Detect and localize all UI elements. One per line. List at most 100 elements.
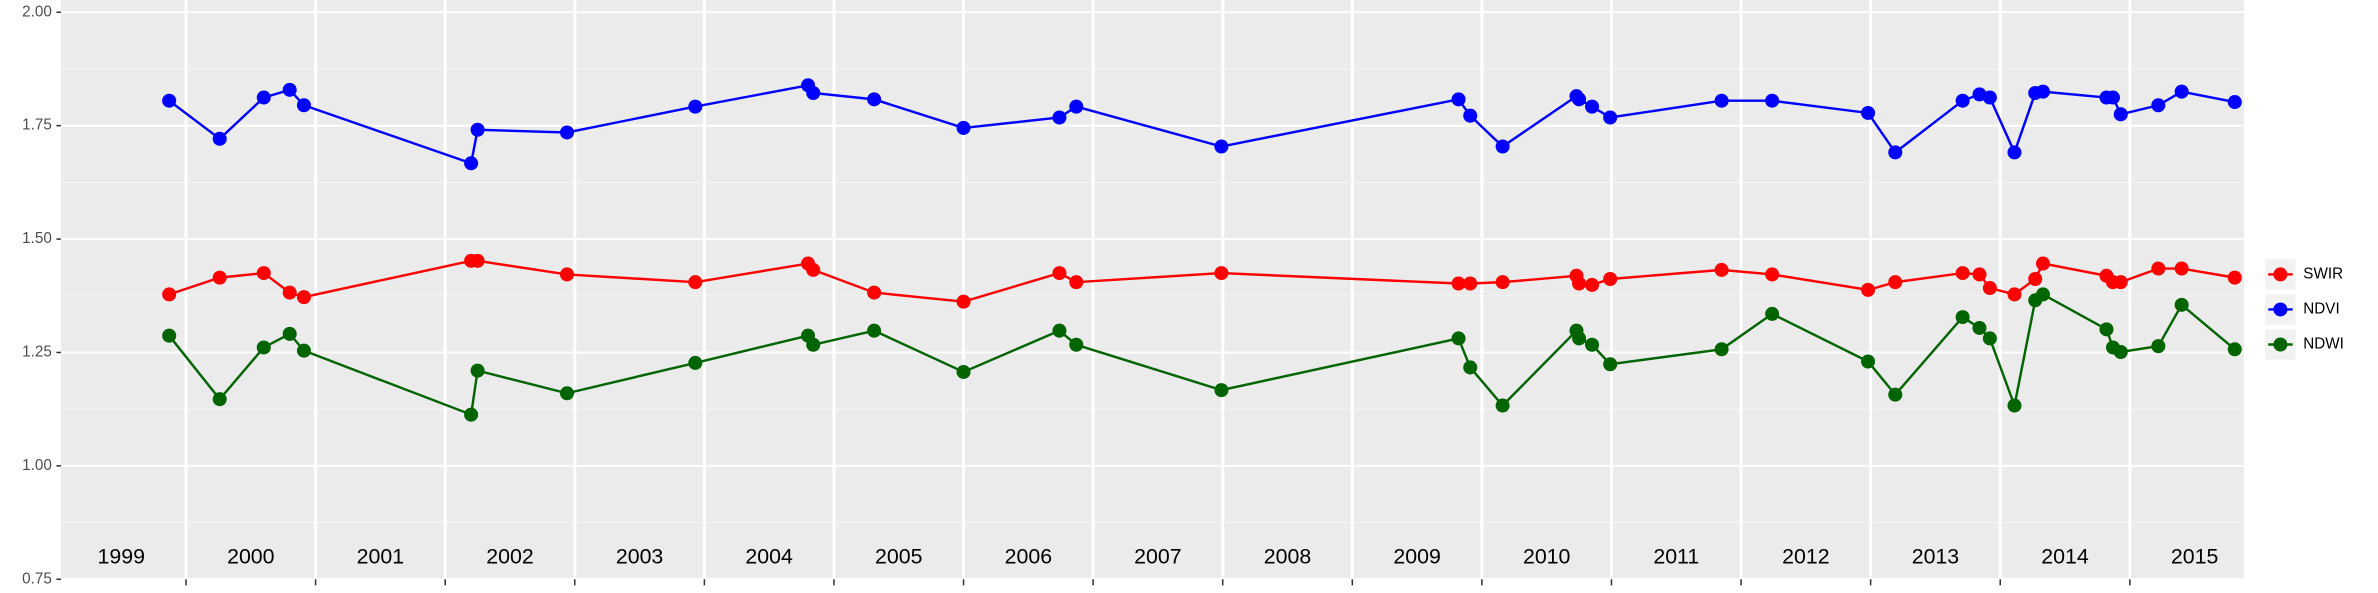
data-point — [867, 323, 882, 338]
x-tick-label: 2002 — [486, 545, 533, 569]
data-point — [806, 85, 821, 101]
data-point — [806, 262, 821, 277]
data-point — [1861, 105, 1876, 120]
x-tick-label: 2006 — [1005, 545, 1052, 569]
data-point — [2174, 84, 2189, 99]
legend-dot — [2273, 302, 2288, 317]
data-point — [1888, 275, 1903, 290]
x-tick-label: 2000 — [227, 545, 275, 569]
data-point — [2113, 275, 2128, 290]
data-point — [2007, 287, 2022, 302]
data-point — [212, 392, 227, 407]
y-tick-label: 1.00 — [22, 457, 52, 474]
data-point — [464, 407, 479, 422]
data-point — [2035, 84, 2051, 99]
data-point — [2113, 107, 2128, 122]
data-point — [1069, 337, 1084, 352]
data-point — [2105, 90, 2120, 105]
data-point — [1585, 337, 1600, 352]
legend-dot — [2273, 337, 2288, 352]
data-point — [1214, 139, 1229, 154]
data-point — [1603, 271, 1618, 286]
data-point — [2174, 297, 2189, 312]
data-point — [282, 285, 297, 300]
data-point — [806, 337, 821, 352]
data-point — [1603, 110, 1618, 125]
data-point — [559, 125, 575, 140]
x-tick-label: 2004 — [745, 545, 793, 569]
x-tick-label: 2005 — [875, 545, 922, 569]
data-point — [1069, 275, 1084, 290]
x-tick-label: 2015 — [2171, 545, 2218, 569]
y-tick-label: 1.75 — [22, 117, 52, 134]
data-point — [1955, 310, 1970, 325]
data-point — [688, 275, 703, 290]
data-point — [688, 99, 703, 114]
x-tick-label: 2011 — [1653, 545, 1699, 569]
data-point — [1765, 306, 1780, 321]
data-point — [212, 270, 227, 285]
y-tick-label: 0.75 — [22, 570, 52, 587]
data-point — [1982, 331, 1997, 346]
data-point — [2007, 398, 2022, 413]
x-tick-label: 2014 — [2041, 545, 2089, 569]
data-point — [1714, 93, 1729, 108]
data-point — [464, 156, 479, 171]
data-point — [1972, 267, 1987, 282]
data-point — [470, 122, 485, 137]
data-point — [1982, 281, 1997, 296]
data-point — [1451, 331, 1466, 346]
legend-label: NDWI — [2303, 336, 2344, 353]
data-point — [1765, 93, 1780, 108]
data-point — [1463, 108, 1478, 123]
data-point — [296, 290, 311, 305]
data-point — [1463, 276, 1478, 291]
data-point — [867, 92, 882, 107]
data-point — [212, 131, 227, 146]
data-point — [282, 82, 297, 97]
x-tick-label: 2009 — [1393, 545, 1440, 569]
data-point — [2113, 344, 2128, 360]
x-tick-label: 2010 — [1523, 545, 1571, 569]
data-point — [296, 343, 311, 358]
data-point — [1861, 282, 1876, 297]
data-point — [688, 355, 703, 370]
x-tick-label: 2003 — [616, 545, 663, 569]
data-point — [470, 363, 485, 378]
data-point — [2028, 271, 2043, 286]
data-point — [1572, 92, 1587, 107]
data-point — [1451, 92, 1466, 107]
data-point — [1463, 360, 1478, 375]
data-point — [1052, 323, 1067, 338]
data-point — [1495, 275, 1510, 290]
data-point — [1955, 266, 1970, 281]
data-point — [956, 364, 971, 379]
data-point — [1585, 277, 1600, 292]
data-point — [162, 93, 177, 108]
data-point — [2227, 342, 2242, 357]
data-point — [2099, 322, 2114, 337]
x-tick-label: 2007 — [1134, 545, 1181, 569]
y-tick-label: 2.00 — [22, 3, 52, 20]
data-point — [2035, 256, 2051, 271]
data-point — [256, 266, 271, 281]
data-point — [256, 340, 271, 355]
data-point — [1888, 387, 1903, 402]
data-point — [470, 253, 485, 268]
legend-dot — [2273, 267, 2288, 282]
data-point — [2227, 270, 2242, 285]
data-point — [1861, 354, 1876, 369]
data-point — [296, 98, 311, 113]
data-point — [162, 287, 177, 302]
data-point — [2035, 287, 2051, 302]
data-point — [1069, 99, 1084, 114]
x-tick-label: 2001 — [357, 545, 404, 569]
data-point — [2151, 261, 2166, 276]
data-point — [1495, 139, 1510, 154]
data-point — [2151, 98, 2166, 113]
data-point — [1495, 398, 1510, 413]
data-point — [1972, 320, 1987, 335]
x-tick-label: 1999 — [98, 545, 145, 569]
